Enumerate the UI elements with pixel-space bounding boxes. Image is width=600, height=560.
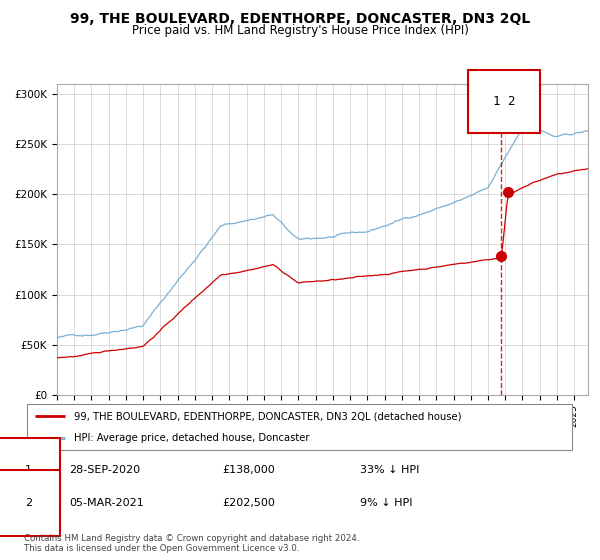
Text: HPI: Average price, detached house, Doncaster: HPI: Average price, detached house, Donc… xyxy=(74,433,309,443)
Text: £138,000: £138,000 xyxy=(222,465,275,475)
Text: 99, THE BOULEVARD, EDENTHORPE, DONCASTER, DN3 2QL: 99, THE BOULEVARD, EDENTHORPE, DONCASTER… xyxy=(70,12,530,26)
Text: 9% ↓ HPI: 9% ↓ HPI xyxy=(360,498,413,508)
Text: Price paid vs. HM Land Registry's House Price Index (HPI): Price paid vs. HM Land Registry's House … xyxy=(131,24,469,36)
Text: Contains HM Land Registry data © Crown copyright and database right 2024.
This d: Contains HM Land Registry data © Crown c… xyxy=(24,534,359,553)
Text: 1 2: 1 2 xyxy=(493,95,515,108)
Text: 28-SEP-2020: 28-SEP-2020 xyxy=(69,465,140,475)
Text: 2: 2 xyxy=(25,498,32,508)
Text: 33% ↓ HPI: 33% ↓ HPI xyxy=(360,465,419,475)
Text: 1: 1 xyxy=(25,465,32,475)
Text: 05-MAR-2021: 05-MAR-2021 xyxy=(69,498,144,508)
FancyBboxPatch shape xyxy=(27,404,572,450)
Text: 99, THE BOULEVARD, EDENTHORPE, DONCASTER, DN3 2QL (detached house): 99, THE BOULEVARD, EDENTHORPE, DONCASTER… xyxy=(74,411,461,421)
Text: £202,500: £202,500 xyxy=(222,498,275,508)
